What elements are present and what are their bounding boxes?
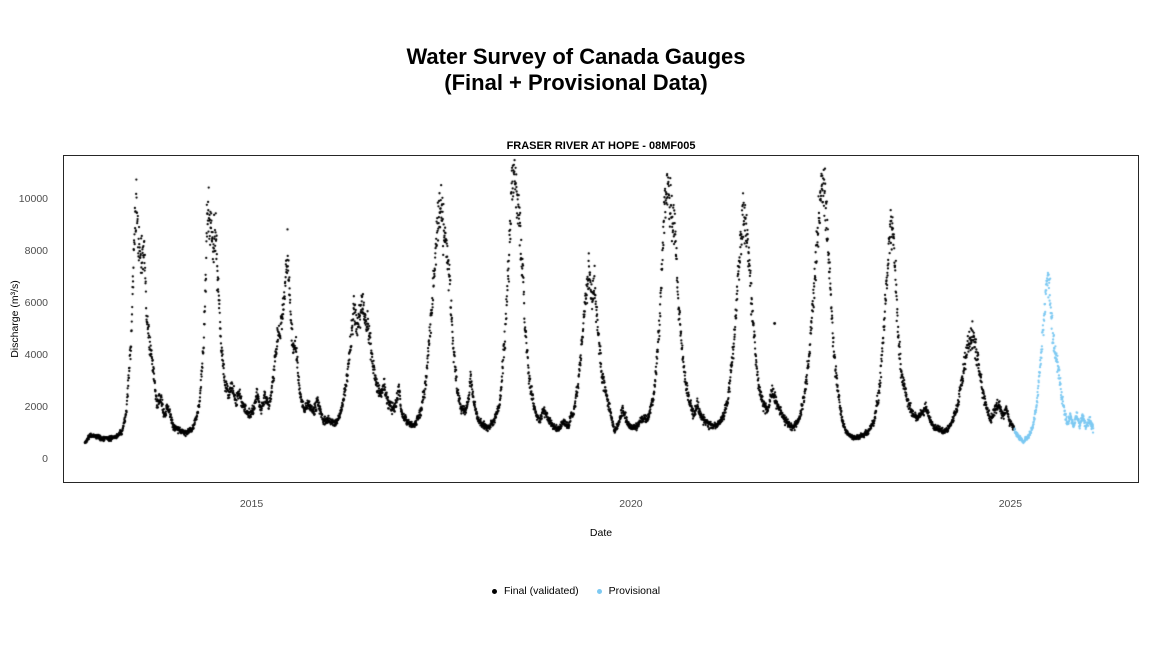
- legend-label-provisional: Provisional: [608, 585, 661, 597]
- legend-item-provisional: Provisional: [596, 585, 661, 597]
- x-tick-label: 2020: [619, 498, 643, 510]
- y-tick-label: 0: [42, 453, 48, 466]
- y-tick-label: 10000: [18, 192, 48, 205]
- provisional-point-icon: [596, 588, 602, 594]
- x-tick-label: 2025: [998, 498, 1023, 510]
- legend-label-final: Final (validated): [503, 585, 579, 597]
- y-tick-label: 2000: [24, 401, 48, 414]
- chart-main-title-line1: Water Survey of Canada Gauges: [406, 44, 746, 69]
- y-tick-label: 8000: [24, 244, 48, 257]
- plot-panel: [63, 155, 1139, 483]
- scatter-canvas: [64, 156, 1137, 481]
- y-tick-label: 4000: [24, 349, 48, 361]
- x-tick-label: 2015: [239, 498, 264, 510]
- station-subtitle: FRASER RIVER AT HOPE - 08MF005: [506, 140, 696, 152]
- legend-item-final: Final (validated): [491, 585, 579, 597]
- legend: Final (validated) Provisional: [0, 585, 1152, 597]
- y-axis-title: Discharge (m³/s): [9, 280, 21, 358]
- chart-main-title: Water Survey of Canada Gauges (Final + P…: [0, 44, 1152, 96]
- chart-main-title-line2: (Final + Provisional Data): [444, 70, 708, 95]
- final-point-icon: [491, 588, 497, 594]
- x-axis-title: Date: [589, 527, 613, 539]
- y-tick-label: 6000: [24, 296, 48, 309]
